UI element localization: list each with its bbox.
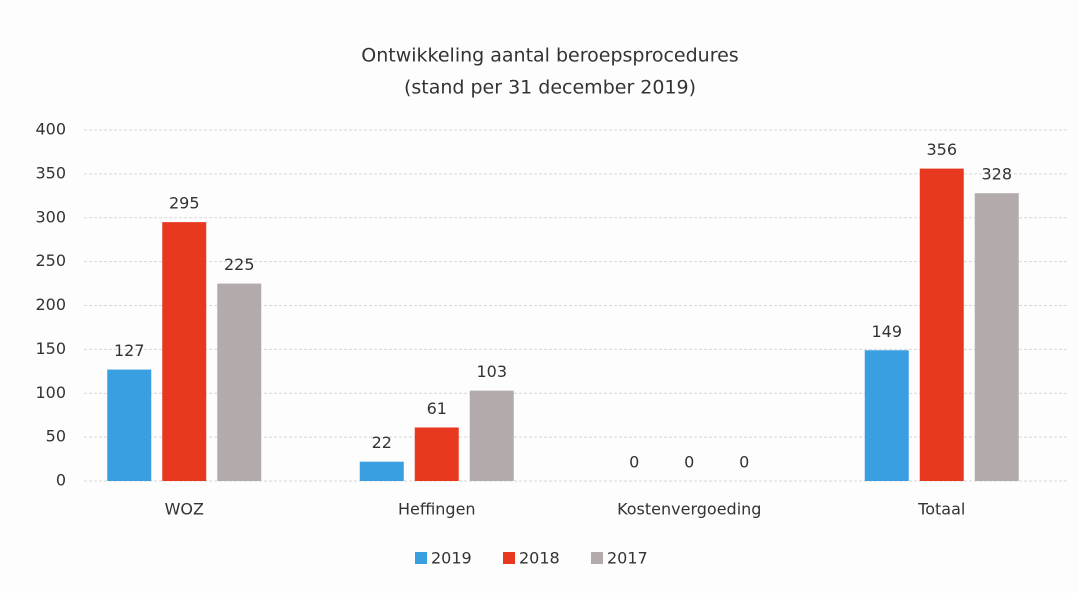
y-tick-label: 100 bbox=[35, 383, 66, 402]
chart-title: Ontwikkeling aantal beroepsprocedures bbox=[361, 45, 738, 67]
data-label: 22 bbox=[372, 433, 392, 452]
data-label: 0 bbox=[684, 453, 694, 472]
bar bbox=[414, 427, 459, 481]
data-label: 127 bbox=[114, 341, 145, 360]
y-tick-label: 300 bbox=[35, 207, 66, 226]
bar bbox=[162, 222, 207, 481]
bar bbox=[864, 350, 909, 481]
y-tick-label: 250 bbox=[35, 251, 66, 270]
data-label: 149 bbox=[871, 322, 902, 341]
bar bbox=[359, 461, 404, 481]
data-label: 225 bbox=[224, 255, 255, 274]
data-label: 328 bbox=[981, 165, 1012, 184]
chart-subtitle: (stand per 31 december 2019) bbox=[404, 77, 696, 99]
data-label: 61 bbox=[427, 399, 447, 418]
bar bbox=[974, 193, 1019, 481]
x-tick-label: Heffingen bbox=[398, 500, 476, 519]
bar bbox=[217, 283, 262, 481]
y-tick-label: 400 bbox=[35, 120, 66, 139]
y-tick-label: 50 bbox=[46, 427, 66, 446]
data-label: 295 bbox=[169, 194, 200, 213]
legend-label: 2017 bbox=[607, 549, 648, 568]
y-tick-label: 0 bbox=[56, 471, 66, 490]
y-tick-label: 200 bbox=[35, 295, 66, 314]
y-tick-label: 350 bbox=[35, 163, 66, 182]
legend-swatch bbox=[503, 552, 515, 564]
legend-swatch bbox=[591, 552, 603, 564]
x-tick-label: Kostenvergoeding bbox=[617, 500, 761, 519]
data-label: 0 bbox=[739, 453, 749, 472]
data-label: 0 bbox=[629, 453, 639, 472]
legend-label: 2018 bbox=[519, 549, 560, 568]
x-tick-label: WOZ bbox=[165, 500, 204, 519]
legend-label: 2019 bbox=[431, 549, 472, 568]
bar bbox=[919, 168, 964, 482]
legend-swatch bbox=[415, 552, 427, 564]
bar bbox=[107, 369, 152, 481]
y-tick-label: 150 bbox=[35, 339, 66, 358]
bar bbox=[469, 390, 514, 481]
data-label: 356 bbox=[926, 140, 957, 159]
data-label: 103 bbox=[476, 362, 507, 381]
x-tick-label: Totaal bbox=[917, 500, 965, 519]
